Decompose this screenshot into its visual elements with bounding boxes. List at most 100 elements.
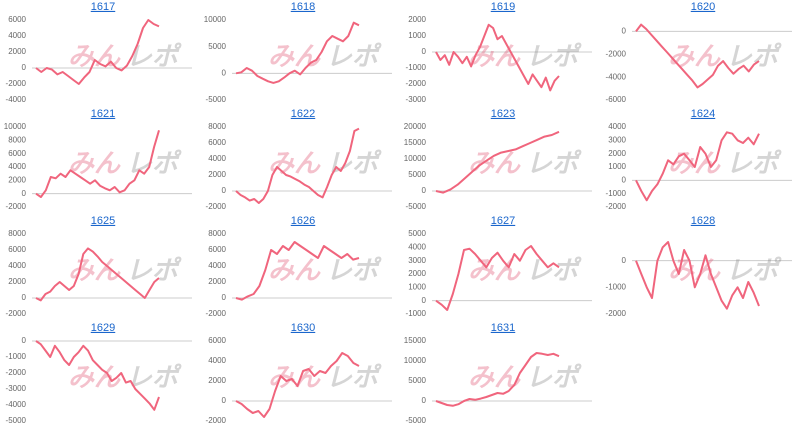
y-tick-label: 4000 bbox=[208, 154, 226, 163]
chart-title[interactable]: 1627 bbox=[491, 215, 515, 227]
chart-title[interactable]: 1630 bbox=[291, 322, 315, 334]
y-tick-label: 0 bbox=[222, 186, 227, 195]
chart-title[interactable]: 1629 bbox=[91, 322, 115, 334]
watermark-part: レポ bbox=[126, 362, 182, 392]
chart-panel: 1629 -5000 -4000 -3000 -2000 -1000 0 みん レポ bbox=[6, 322, 192, 425]
y-tick-label: -3000 bbox=[6, 384, 27, 393]
watermark: みん レポ bbox=[668, 41, 782, 71]
y-tick-label: -2000 bbox=[606, 202, 627, 211]
y-tick-label: 2000 bbox=[208, 376, 226, 385]
watermark-part: レポ bbox=[726, 148, 782, 178]
y-tick-label: 4000 bbox=[208, 356, 226, 365]
y-tick-label: 0 bbox=[422, 296, 427, 305]
y-tick-label: -3000 bbox=[406, 95, 427, 104]
watermark: みん レポ bbox=[268, 41, 382, 71]
watermark: みん レポ bbox=[68, 362, 182, 392]
chart-title[interactable]: 1617 bbox=[91, 1, 115, 13]
data-line bbox=[635, 131, 760, 202]
chart-panel: 1630 -2000 0 2000 4000 6000 みん レポ bbox=[206, 322, 392, 425]
chart-title[interactable]: 1625 bbox=[91, 215, 115, 227]
chart-title[interactable]: 1631 bbox=[491, 322, 515, 334]
y-tick-label: 5000 bbox=[408, 229, 426, 238]
watermark: みん レポ bbox=[68, 148, 182, 178]
chart-panel: 1624 -2000 -1000 0 1000 2000 3000 4000 みん レポ bbox=[606, 108, 792, 211]
data-line bbox=[35, 340, 160, 411]
watermark-part: みん bbox=[268, 255, 321, 285]
chart-title[interactable]: 1628 bbox=[691, 215, 715, 227]
y-tick-label: 0 bbox=[222, 396, 227, 405]
y-tick-label: -5000 bbox=[406, 416, 427, 425]
y-tick-label: 4000 bbox=[608, 122, 626, 131]
chart-title[interactable]: 1626 bbox=[291, 215, 315, 227]
watermark: みん レポ bbox=[668, 148, 782, 178]
watermark-part: レポ bbox=[526, 362, 582, 392]
y-tick-label: 6000 bbox=[208, 138, 226, 147]
y-tick-label: -1000 bbox=[606, 282, 627, 291]
chart-title[interactable]: 1618 bbox=[291, 1, 315, 13]
y-tick-label: -2000 bbox=[206, 202, 227, 211]
y-tick-label: 0 bbox=[422, 396, 427, 405]
y-tick-label: 2000 bbox=[8, 277, 26, 286]
y-tick-label: 0 bbox=[22, 336, 27, 345]
data-line bbox=[635, 241, 760, 310]
y-tick-label: 0 bbox=[222, 68, 227, 77]
chart-panel: 1617 -4000 -2000 0 2000 4000 6000 みん レポ bbox=[6, 1, 192, 104]
chart-panel: 1621 -2000 0 2000 4000 6000 8000 10000 みん レポ bbox=[4, 108, 192, 211]
chart-title[interactable]: 1619 bbox=[491, 1, 515, 13]
watermark-part: レポ bbox=[326, 41, 382, 71]
chart-panel: 1618 -5000 0 5000 10000 みん レポ bbox=[204, 1, 392, 104]
y-tick-label: -1000 bbox=[6, 352, 27, 361]
y-tick-label: 8000 bbox=[208, 229, 226, 238]
watermark-part: みん bbox=[668, 41, 721, 71]
chart-title[interactable]: 1620 bbox=[691, 1, 715, 13]
chart-panel: 1628 -2000 -1000 0 みん レポ bbox=[606, 215, 792, 318]
y-tick-label: -1000 bbox=[406, 309, 427, 318]
data-line bbox=[435, 245, 560, 311]
y-tick-label: -2000 bbox=[6, 202, 27, 211]
y-tick-label: 20000 bbox=[404, 122, 427, 131]
data-line bbox=[235, 127, 360, 204]
y-tick-label: 8000 bbox=[8, 229, 26, 238]
y-tick-label: -2000 bbox=[206, 416, 227, 425]
y-tick-label: 0 bbox=[622, 27, 627, 36]
watermark-part: みん bbox=[68, 148, 121, 178]
watermark-part: レポ bbox=[526, 255, 582, 285]
y-tick-label: 5000 bbox=[408, 170, 426, 179]
watermark: みん レポ bbox=[268, 362, 382, 392]
watermark-part: レポ bbox=[126, 41, 182, 71]
data-line bbox=[35, 130, 160, 198]
y-tick-label: 5000 bbox=[408, 376, 426, 385]
data-line bbox=[235, 352, 360, 418]
y-tick-label: 8000 bbox=[208, 122, 226, 131]
watermark: みん レポ bbox=[268, 255, 382, 285]
y-tick-label: 0 bbox=[622, 175, 627, 184]
chart-title[interactable]: 1624 bbox=[691, 108, 715, 120]
chart-title[interactable]: 1621 bbox=[91, 108, 115, 120]
y-tick-label: 8000 bbox=[8, 135, 26, 144]
watermark: みん レポ bbox=[468, 41, 582, 71]
y-tick-label: 2000 bbox=[408, 269, 426, 278]
y-tick-label: 0 bbox=[22, 189, 27, 198]
watermark-part: レポ bbox=[726, 41, 782, 71]
watermark: みん レポ bbox=[668, 255, 782, 285]
y-tick-label: 3000 bbox=[608, 135, 626, 144]
y-tick-label: -2000 bbox=[6, 368, 27, 377]
chart-panel: 1622 -2000 0 2000 4000 6000 8000 みん レポ bbox=[206, 108, 392, 211]
watermark: みん レポ bbox=[468, 255, 582, 285]
y-tick-label: -2000 bbox=[606, 49, 627, 58]
y-tick-label: 0 bbox=[222, 293, 227, 302]
watermark-part: レポ bbox=[126, 255, 182, 285]
chart-title[interactable]: 1622 bbox=[291, 108, 315, 120]
y-tick-label: -5000 bbox=[206, 95, 227, 104]
data-line bbox=[35, 247, 160, 302]
y-tick-label: 4000 bbox=[8, 261, 26, 270]
y-tick-label: 4000 bbox=[8, 31, 26, 40]
y-tick-label: 2000 bbox=[8, 175, 26, 184]
y-tick-label: 10000 bbox=[4, 122, 27, 131]
chart-title[interactable]: 1623 bbox=[491, 108, 515, 120]
data-line bbox=[235, 21, 360, 84]
y-tick-label: 0 bbox=[22, 293, 27, 302]
data-line bbox=[635, 23, 760, 89]
